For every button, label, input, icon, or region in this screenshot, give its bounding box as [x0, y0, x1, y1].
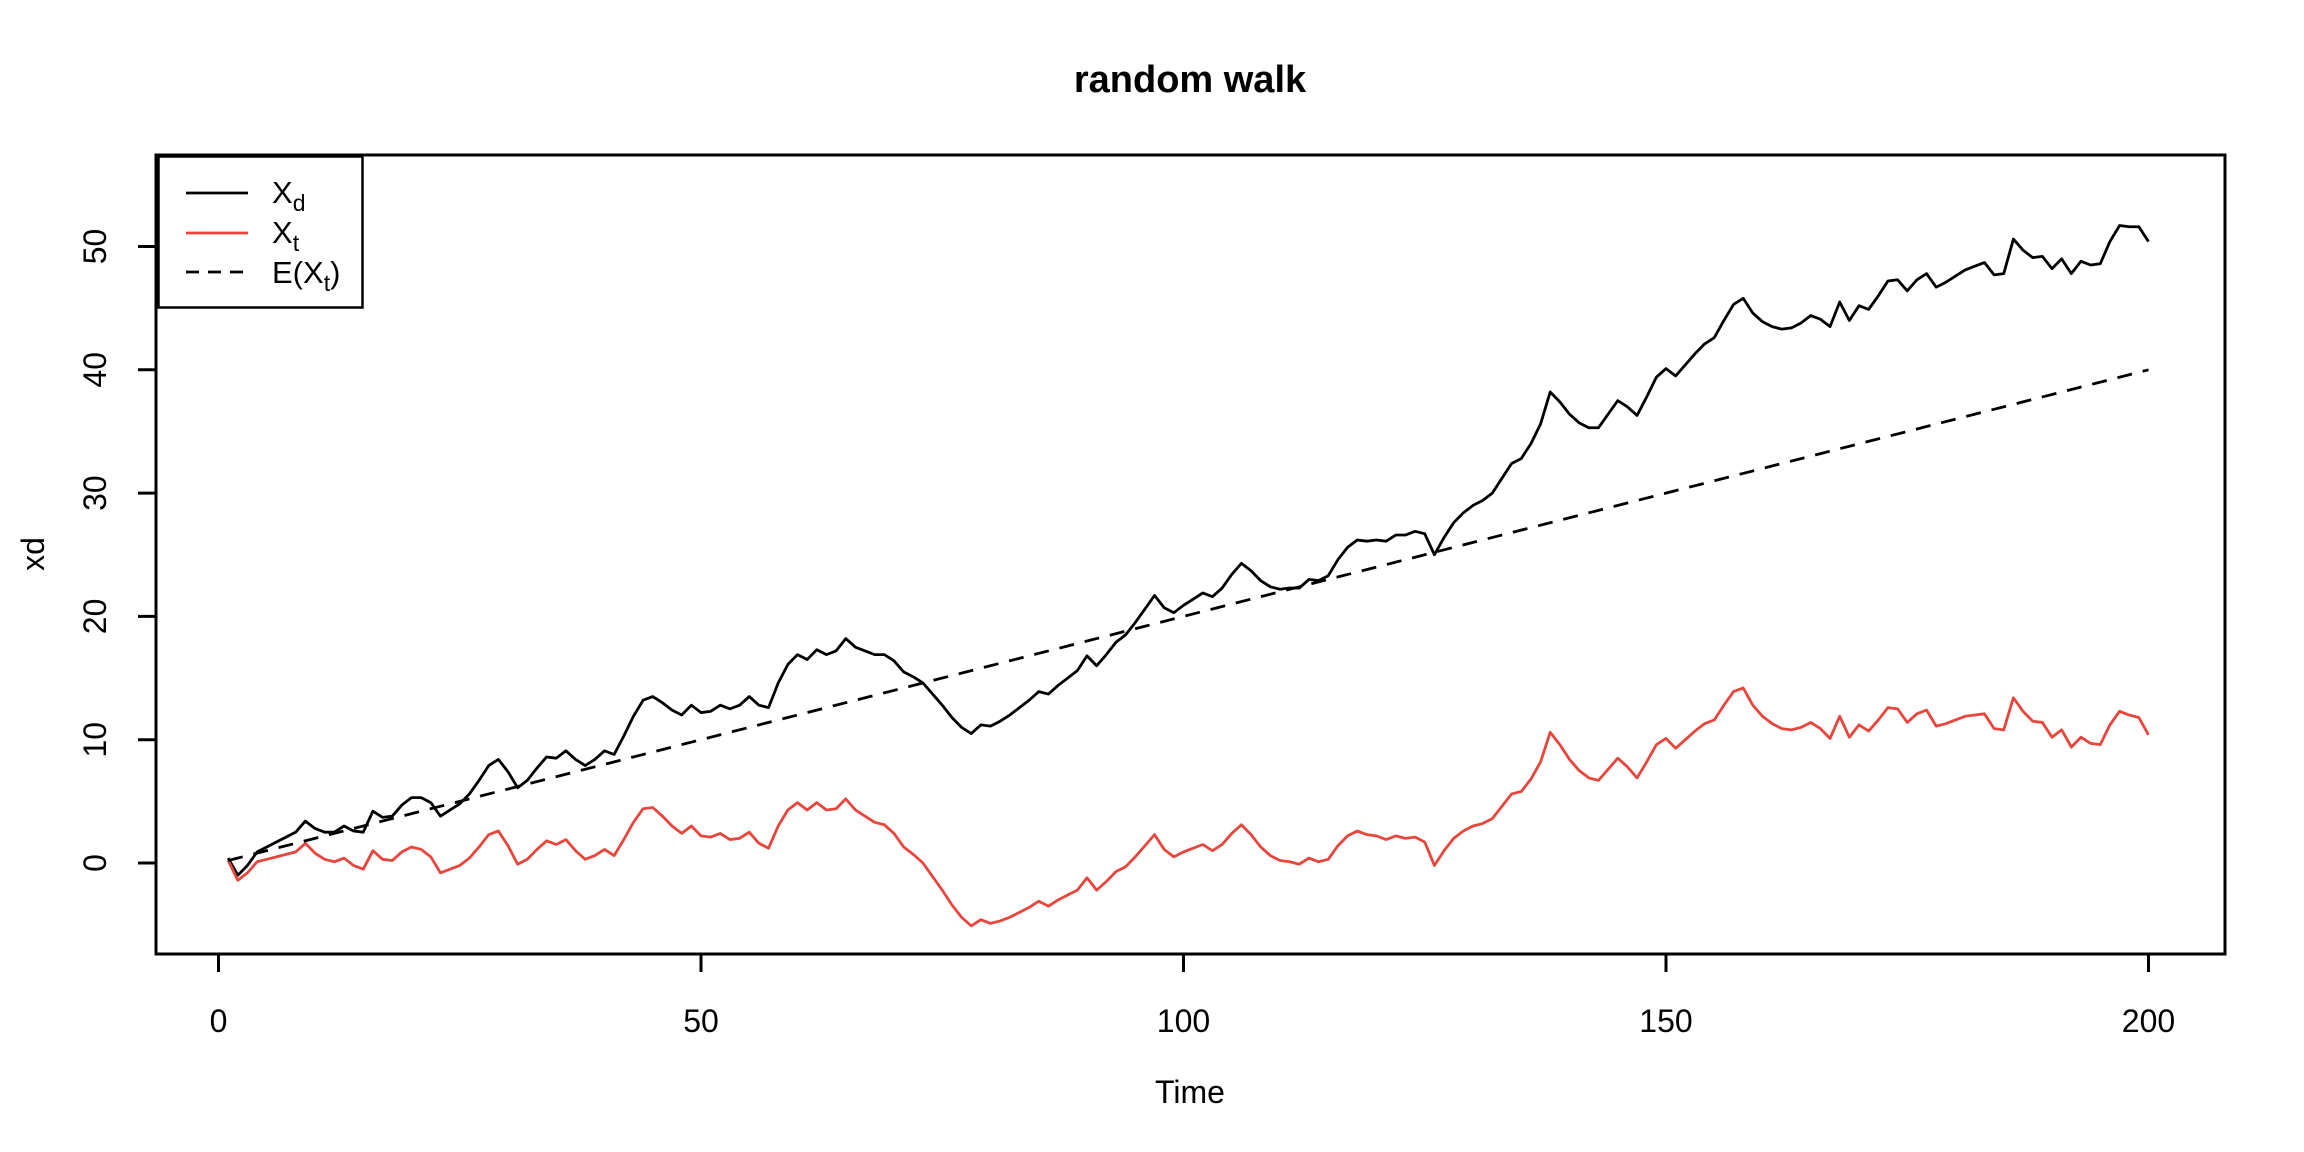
legend-box: Xd Xt E(Xt): [157, 155, 364, 309]
y-axis-ticks: 0 10 20 30 40 50: [77, 229, 156, 872]
legend-label-xt: Xt: [272, 215, 300, 256]
legend-label-trend: E(Xt): [272, 255, 340, 296]
x-tick-label: 50: [683, 1003, 719, 1039]
y-tick-label: 0: [77, 854, 113, 872]
series-group: [226, 224, 2150, 928]
x-axis-ticks: 0 50 100 150 200: [210, 954, 2175, 1039]
y-tick-label: 40: [77, 352, 113, 388]
y-tick-label: 20: [77, 599, 113, 635]
x-axis-label: Time: [1155, 1074, 1225, 1110]
series-xd-line: [226, 224, 2150, 877]
series-expected-trend-line: [227, 368, 2149, 862]
plot-frame: [154, 153, 2227, 956]
x-tick-label: 150: [1639, 1003, 1692, 1039]
x-tick-label: 200: [2122, 1003, 2175, 1039]
legend-label-xd: Xd: [272, 175, 305, 216]
y-tick-label: 50: [77, 229, 113, 265]
x-tick-label: 100: [1157, 1003, 1210, 1039]
chart-title: random walk: [1074, 59, 1307, 101]
x-tick-label: 0: [210, 1003, 228, 1039]
y-axis-label: xd: [15, 537, 51, 571]
y-tick-label: 10: [77, 722, 113, 758]
series-xt-line: [226, 686, 2150, 928]
y-tick-label: 30: [77, 475, 113, 511]
